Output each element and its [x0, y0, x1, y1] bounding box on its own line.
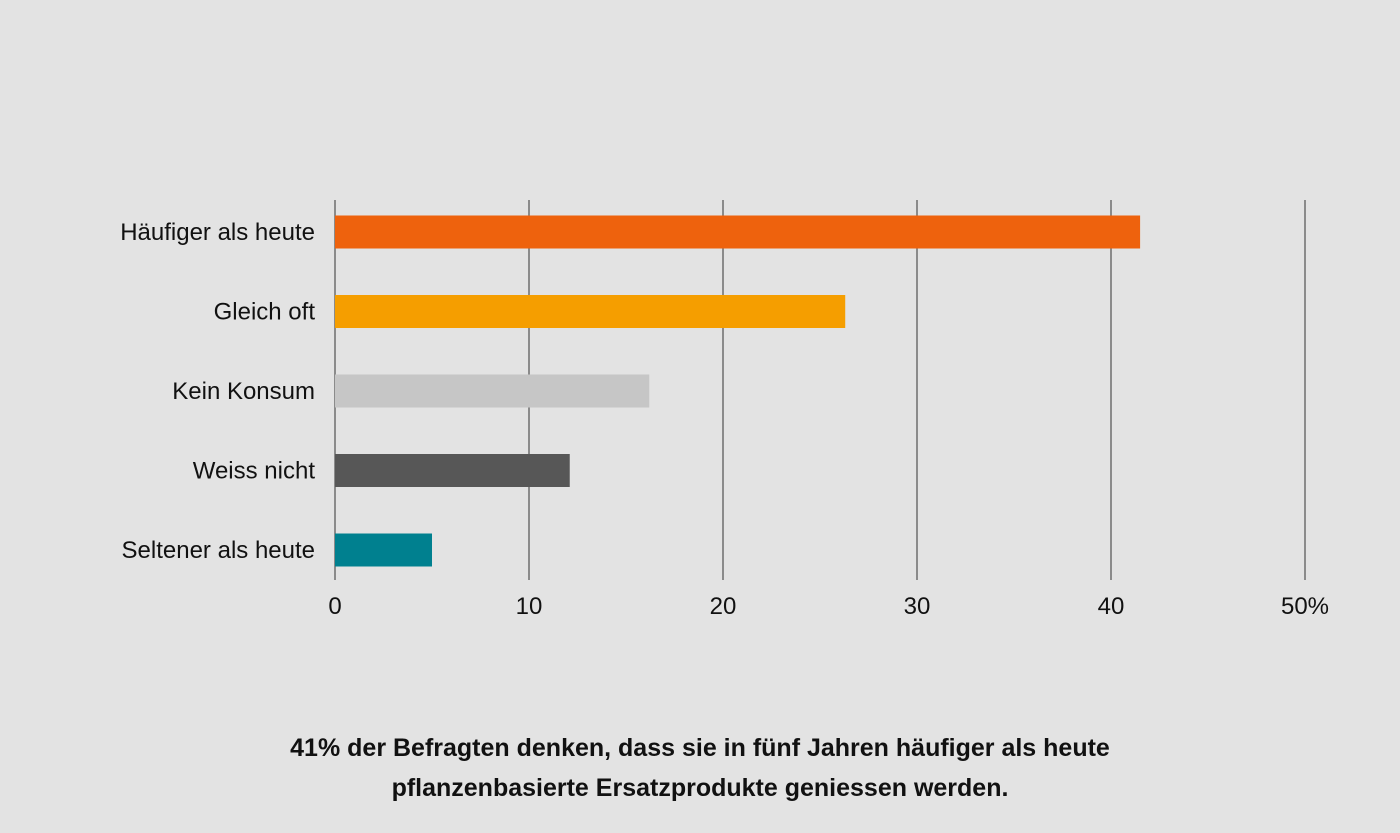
caption-line-2: pflanzenbasierte Ersatzprodukte geniesse…	[391, 774, 1009, 802]
x-tick-label-20: 20	[710, 593, 737, 620]
bar-3	[335, 374, 650, 408]
chart-caption: 41% der Befragten denken, dass sie in fü…	[0, 728, 1400, 808]
gridlines	[334, 200, 1306, 580]
bar-1	[335, 215, 1141, 249]
bar-chart: Häufiger als heute Gleich oft Kein Konsum W…	[120, 200, 1329, 620]
bar-4	[335, 454, 570, 487]
x-axis-tick-labels: 0 10 20 30 40 50%	[328, 593, 1329, 620]
x-tick-label-10: 10	[516, 593, 543, 620]
category-label-4: Weiss nicht	[193, 458, 316, 485]
x-tick-label-50: 50%	[1281, 593, 1329, 620]
x-tick-label-40: 40	[1098, 593, 1125, 620]
bars	[335, 215, 1141, 567]
caption-line-1: 41% der Befragten denken, dass sie in fü…	[290, 734, 1110, 762]
category-label-3: Kein Konsum	[172, 378, 315, 405]
x-tick-label-30: 30	[904, 593, 931, 620]
category-label-5: Seltener als heute	[122, 537, 315, 564]
category-labels: Häufiger als heute Gleich oft Kein Konsum W…	[120, 219, 315, 564]
bar-2	[335, 295, 846, 328]
x-tick-label-0: 0	[328, 593, 341, 620]
category-label-2: Gleich oft	[214, 299, 316, 326]
bar-5	[335, 533, 432, 567]
category-label-1: Häufiger als heute	[120, 219, 315, 246]
